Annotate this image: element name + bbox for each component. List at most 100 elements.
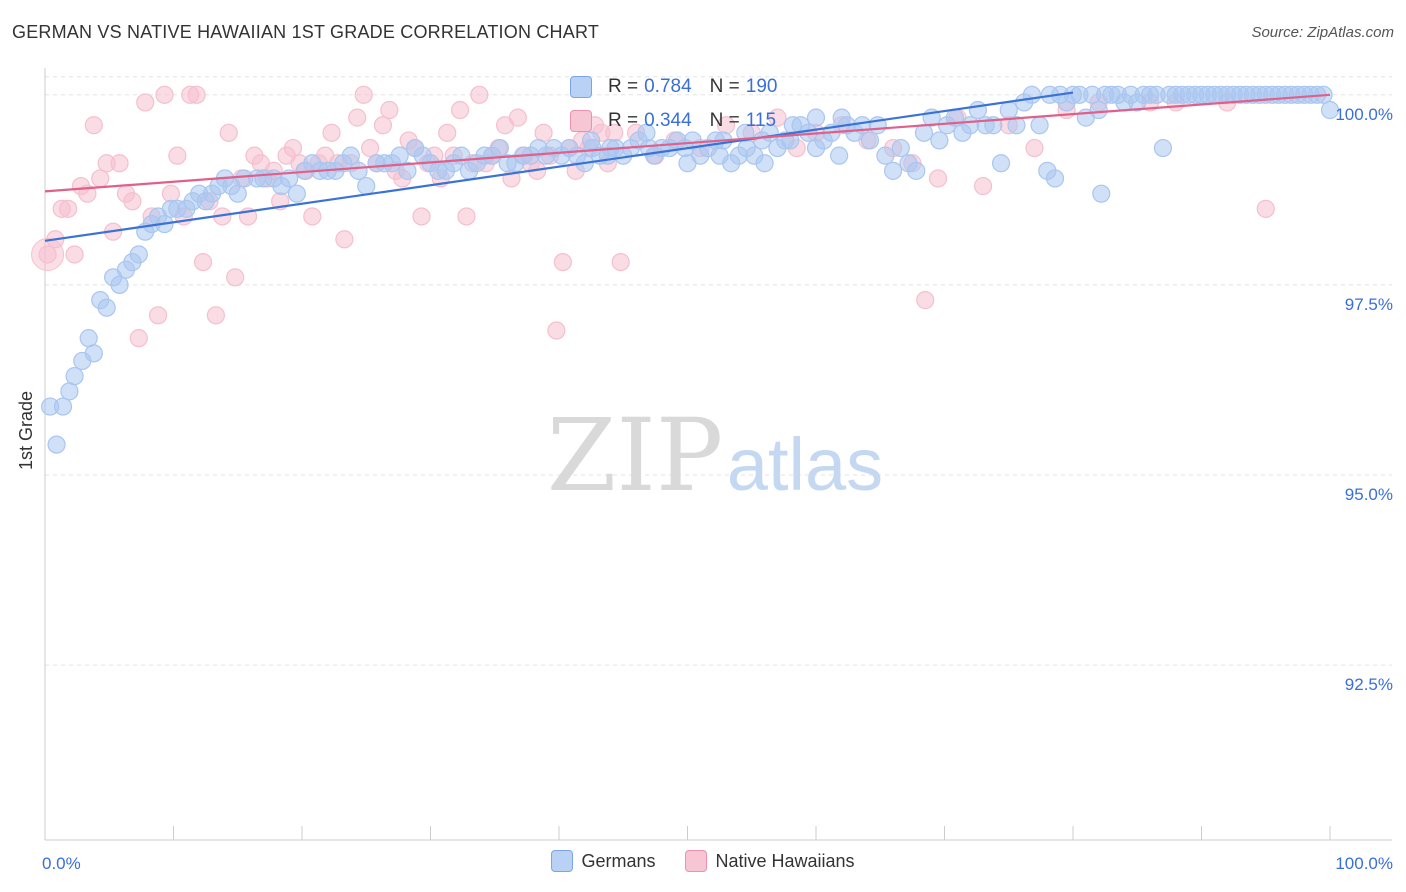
native-hawaiians-point xyxy=(59,199,78,218)
germans-point xyxy=(999,100,1018,120)
hawaiians-swatch xyxy=(570,110,592,132)
germans-point xyxy=(678,154,697,173)
germans-point xyxy=(683,131,702,150)
germans-swatch xyxy=(570,76,592,98)
y-tick-label: 100.0% xyxy=(1335,105,1393,124)
native-hawaiians-point xyxy=(354,85,373,104)
native-hawaiians-point xyxy=(380,100,399,120)
germans-point xyxy=(876,146,895,165)
native-hawaiians-point xyxy=(91,169,110,188)
germans-point xyxy=(65,367,84,386)
native-hawaiians-point xyxy=(65,245,84,264)
germans-point xyxy=(287,184,306,203)
legend-item-native-hawaiians[interactable]: Native Hawaiians xyxy=(685,850,855,872)
gridlines xyxy=(45,76,1392,666)
native-hawaiians-point xyxy=(438,123,457,142)
native-hawaiians-point xyxy=(283,138,303,158)
germans-point xyxy=(129,245,148,264)
native-hawaiians-point xyxy=(1025,138,1044,158)
native-hawaiians-point xyxy=(348,108,367,127)
germans-point xyxy=(582,131,601,150)
germans-point xyxy=(1092,184,1111,203)
native-hawaiians-point xyxy=(470,85,489,104)
germans-n-value: 190 xyxy=(745,76,778,97)
germans-point xyxy=(860,131,880,150)
native-hawaiians-point xyxy=(534,123,553,142)
germans-point xyxy=(914,123,934,142)
legend: Germans Native Hawaiians xyxy=(0,850,1406,872)
native-hawaiians-point xyxy=(206,306,226,325)
native-hawaiians-point xyxy=(916,291,935,310)
germans-points xyxy=(41,85,1340,454)
native-hawaiians-point xyxy=(148,306,168,325)
y-tick-label: 95.0% xyxy=(1345,485,1393,504)
germans-point xyxy=(1153,138,1173,158)
native-hawaiians-point xyxy=(155,85,174,104)
germans-point xyxy=(883,161,903,180)
germans-point xyxy=(1030,116,1049,135)
native-hawaiians-trend-line xyxy=(44,93,1331,193)
germans-point xyxy=(357,176,376,196)
stats-row-hawaiians: R = 0.344 N = 115 xyxy=(570,104,777,138)
x-tick-label: 100.0% xyxy=(1335,854,1393,873)
germans-point xyxy=(1007,116,1026,135)
germans-point xyxy=(736,123,755,142)
germans-point xyxy=(891,138,910,158)
native-hawaiians-point xyxy=(361,138,380,158)
hawaiians-r-value: 0.344 xyxy=(644,110,692,131)
native-hawaiians-point xyxy=(412,207,431,226)
x-tick-label: 0.0% xyxy=(42,854,81,873)
germans-point xyxy=(97,298,116,317)
y-tick-label: 97.5% xyxy=(1345,295,1393,314)
native-hawaiians-point xyxy=(611,252,630,272)
r-label: R = xyxy=(608,110,639,131)
native-hawaiians-point xyxy=(84,116,103,135)
n-label: N = xyxy=(709,110,740,131)
stats-row-germans: R = 0.784 N = 190 xyxy=(570,70,777,104)
germans-point xyxy=(228,184,247,203)
germans-r-value: 0.784 xyxy=(644,76,692,97)
germans-point xyxy=(832,108,851,127)
germans-point xyxy=(47,435,66,454)
germans-point xyxy=(755,154,774,173)
germans-point xyxy=(968,100,988,120)
native-hawaiians-point xyxy=(547,321,566,340)
watermark: ZIP atlas xyxy=(547,397,883,514)
germans-point xyxy=(830,146,849,165)
n-label: N = xyxy=(709,76,740,97)
native-hawaiians-point xyxy=(322,123,341,142)
germans-point xyxy=(1022,85,1041,104)
germans-trend-line xyxy=(44,91,1074,242)
r-label: R = xyxy=(608,76,639,97)
germans-point xyxy=(961,116,980,135)
native-hawaiians-point xyxy=(508,108,527,127)
germans-point xyxy=(79,329,98,348)
native-hawaiians-point xyxy=(226,268,245,287)
native-hawaiians-point xyxy=(553,252,572,272)
trend-lines xyxy=(44,91,1331,242)
native-hawaiians-point xyxy=(1256,199,1275,218)
native-hawaiians-point xyxy=(457,207,476,226)
source-label: Source: ZipAtlas.com xyxy=(1251,24,1394,41)
native-hawaiians-point xyxy=(768,108,787,127)
native-hawaiians-point xyxy=(110,154,129,173)
y-tick-label: 92.5% xyxy=(1345,675,1393,694)
germans-point xyxy=(110,275,129,295)
watermark-zip: ZIP xyxy=(547,397,723,514)
native-hawaiians-point xyxy=(373,116,393,135)
hawaiians-n-value: 115 xyxy=(745,110,777,131)
germans-point xyxy=(806,108,826,127)
legend-item-germans[interactable]: Germans xyxy=(551,850,655,872)
stats-legend: R = 0.784 N = 190 R = 0.344 N = 115 xyxy=(570,70,777,138)
native-hawaiians-point xyxy=(187,85,206,104)
germans-point xyxy=(490,138,509,158)
native-hawaiians-point xyxy=(928,169,948,188)
legend-label-native-hawaiians: Native Hawaiians xyxy=(715,850,855,871)
germans-point xyxy=(991,154,1011,173)
germans-point xyxy=(907,161,926,180)
axes xyxy=(44,68,1392,841)
native-hawaiians-point xyxy=(335,230,354,249)
native-hawaiians-point xyxy=(303,207,322,226)
native-hawaiians-point xyxy=(193,252,213,272)
